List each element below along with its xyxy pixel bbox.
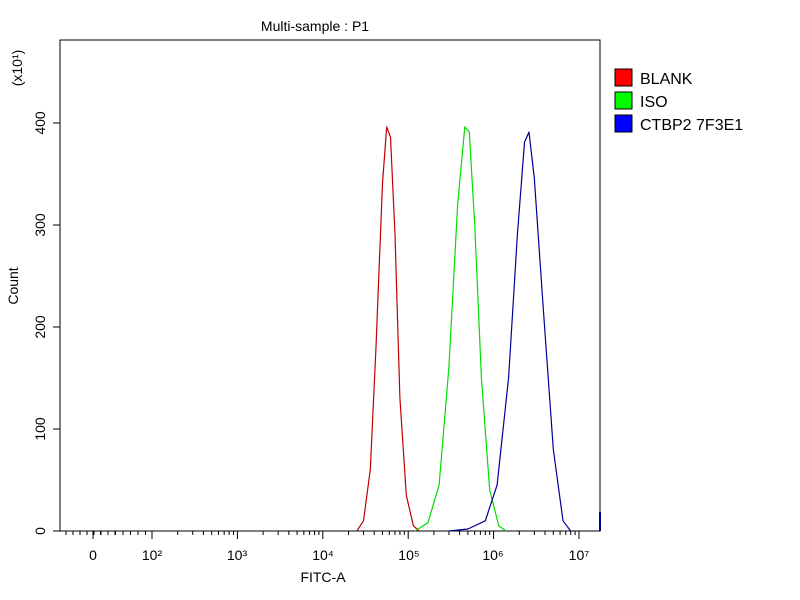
y-tick-label-400: 400 [32,111,48,135]
series-line-ctbp2-7f3e1 [448,131,572,532]
legend-swatch-ctbp2 [614,114,633,133]
legend-label-iso: ISO [640,94,668,111]
y-tick-label-200: 200 [32,315,48,339]
legend-swatch-iso [614,91,633,110]
y-axis-label: Count [5,267,21,304]
y-tick-label-0: 0 [32,527,48,535]
series-line-blank [356,126,420,532]
x-axis-label: FITC-A [300,569,346,585]
plot-frame [59,39,601,532]
x-tick-label-0: 0 [89,547,97,563]
legend-label-ctbp2: CTBP2 7F3E1 [640,117,743,134]
y-tick-label-300: 300 [32,213,48,237]
x-tick-labels: 0 10² 10³ 10⁴ 10⁵ 10⁶ 10⁷ [89,547,589,563]
series-line-iso [414,126,507,532]
x-tick-label-1e3: 10³ [227,547,248,563]
x-tick-label-1e6: 10⁶ [482,547,503,563]
y-tick-label-100: 100 [32,417,48,441]
x-ticks [65,531,580,539]
y-ticks: 0 100 200 300 400 [32,111,60,535]
x-tick-label-1e4: 10⁴ [312,547,334,563]
legend: BLANK ISO CTBP2 7F3E1 [614,68,743,134]
y-multiplier-label: (x10¹) [9,50,25,87]
x-tick-label-1e7: 10⁷ [569,547,590,563]
x-tick-label-1e5: 10⁵ [398,547,419,563]
legend-label-blank: BLANK [640,71,693,88]
series-layer [356,126,572,532]
x-tick-label-1e2: 10² [142,547,163,563]
chart-title: Multi-sample : P1 [261,18,369,34]
legend-swatch-blank [614,68,633,87]
